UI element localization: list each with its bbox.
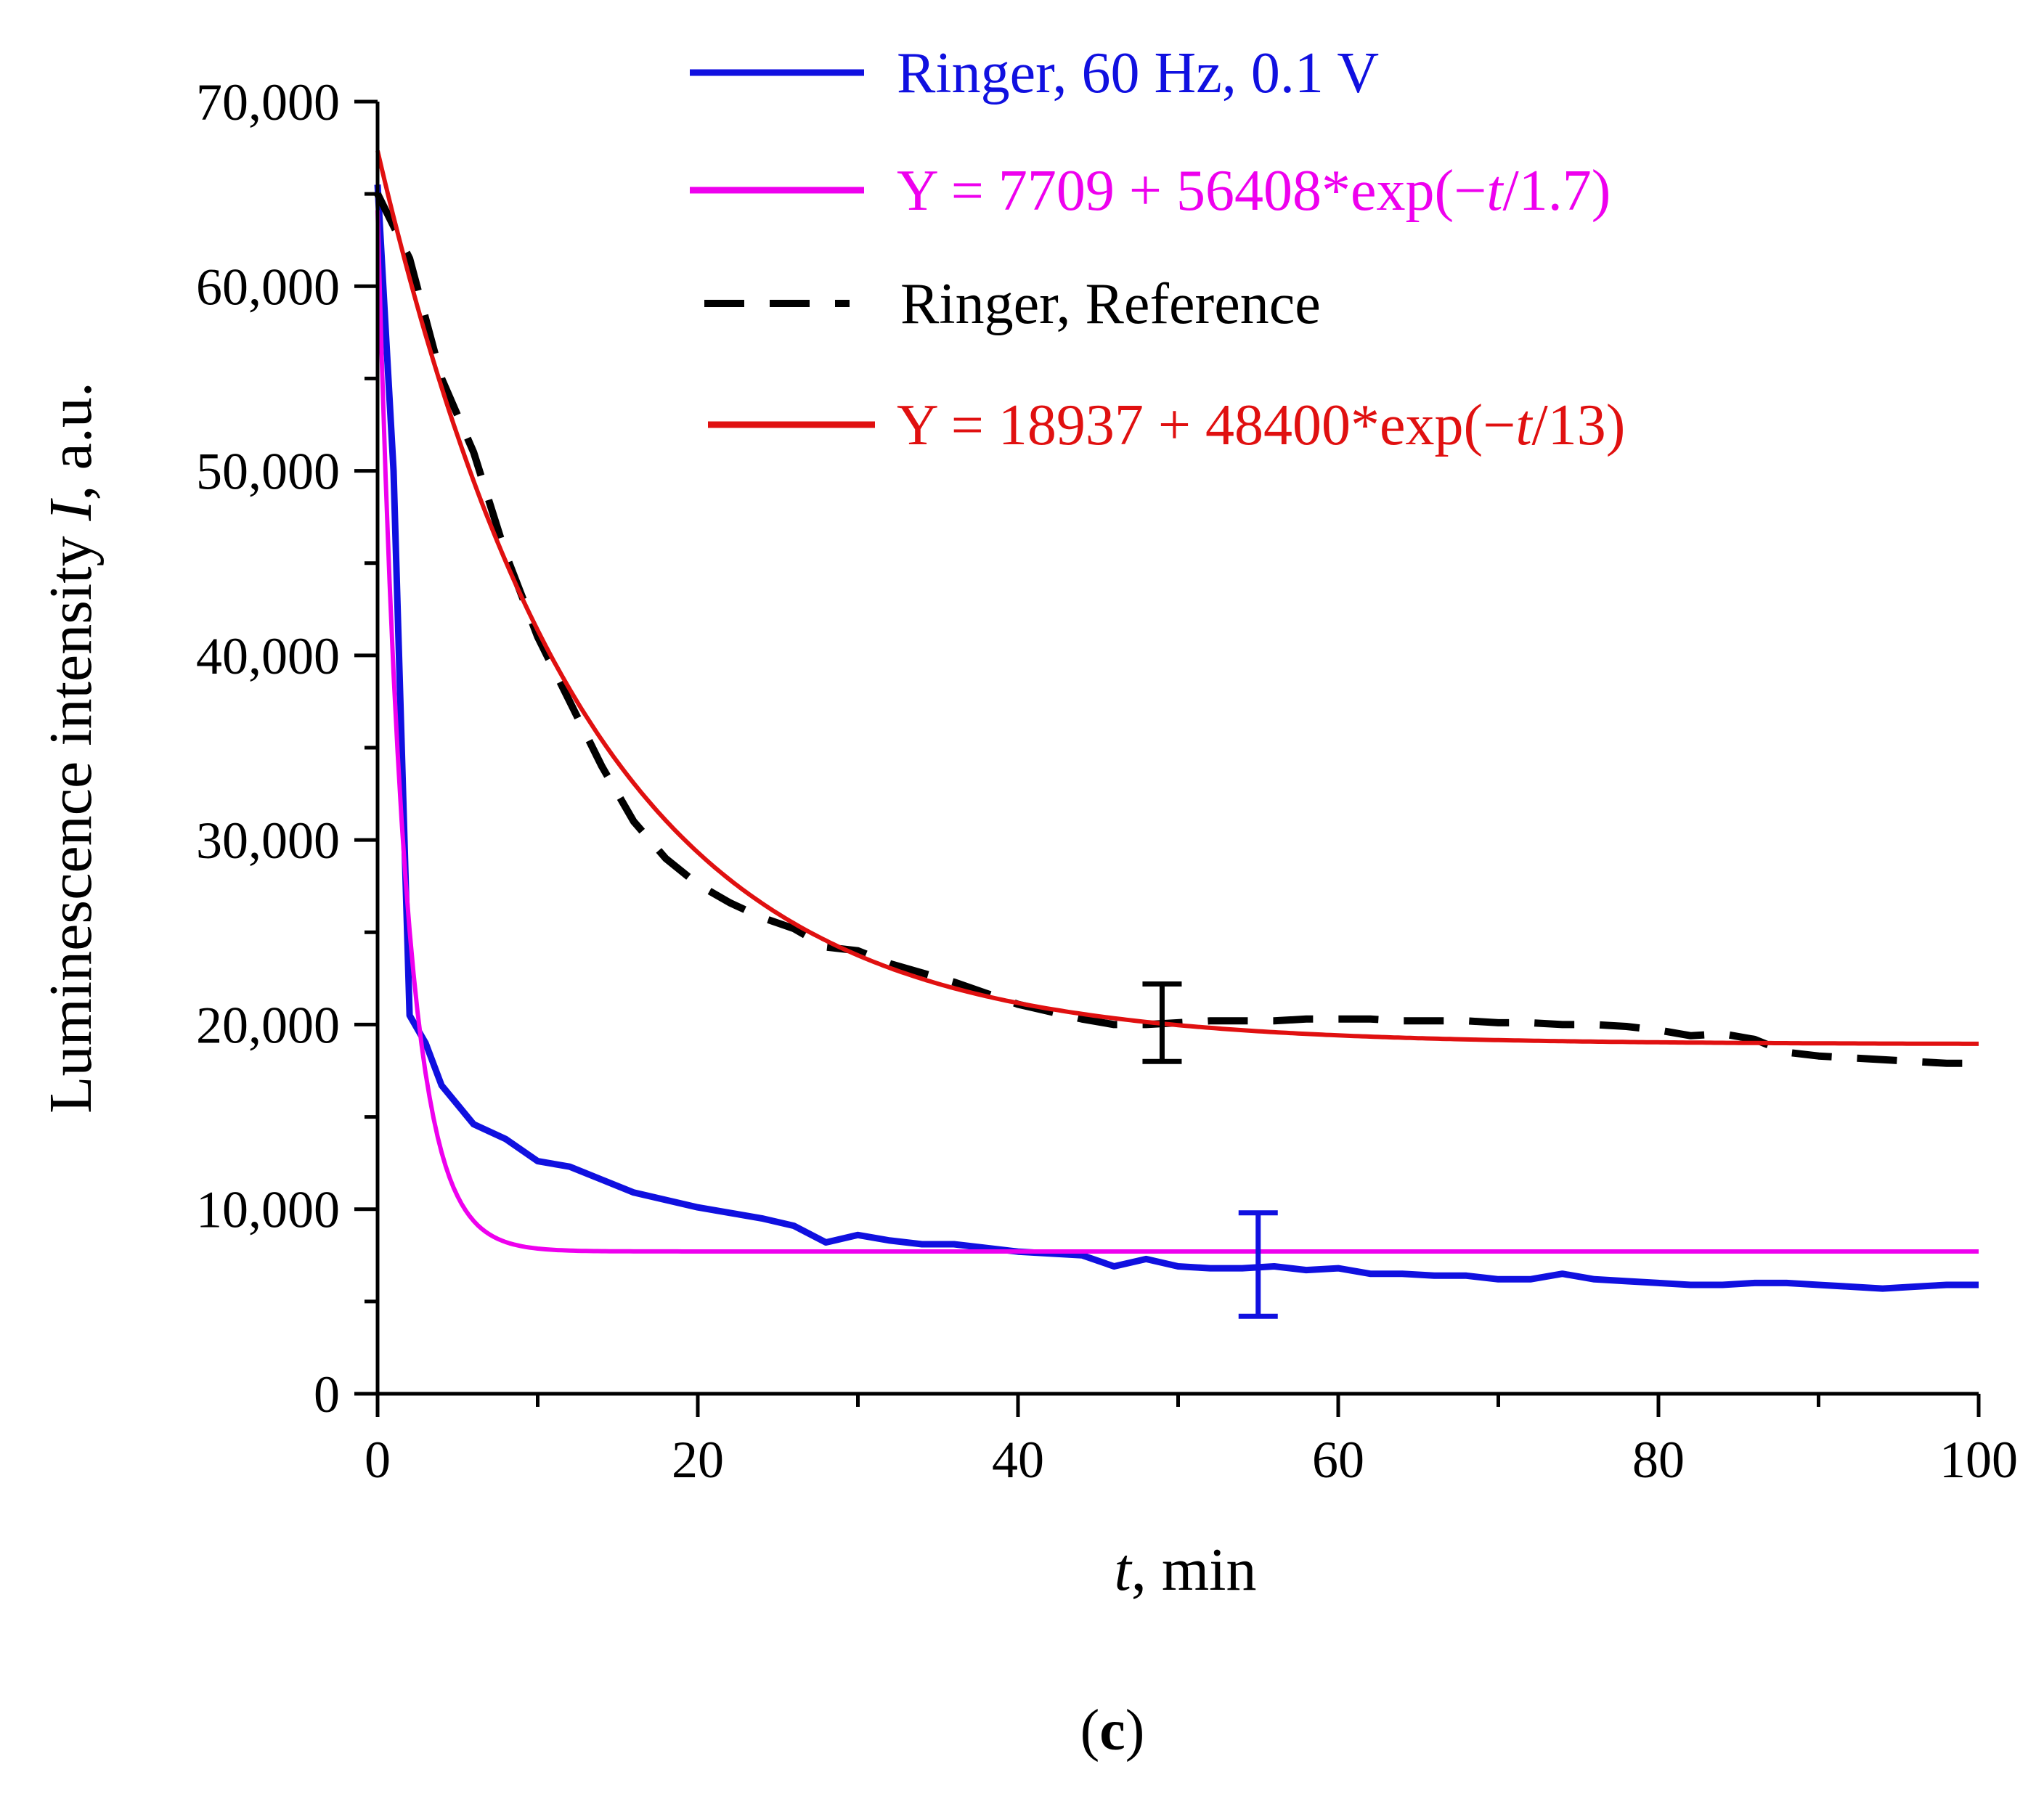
x-tick-label: 60 xyxy=(1312,1431,1364,1489)
legend-label-var: t xyxy=(1486,159,1504,223)
legend-label-var: t xyxy=(1515,393,1533,457)
legend-label-post: /1.7) xyxy=(1503,159,1611,223)
legend-label-post: /13) xyxy=(1532,393,1626,457)
y-tick-label: 50,000 xyxy=(196,443,340,501)
x-tick-label: 100 xyxy=(1939,1431,2018,1489)
y-tick-label: 10,000 xyxy=(196,1181,340,1239)
axes: 0 10,000 20,000 30,000 40,000 50,000 60,000 70,… xyxy=(196,73,2018,1489)
x-axis-title-rest: , min xyxy=(1131,1536,1257,1604)
series-line-1 xyxy=(375,210,1979,1254)
legend-label: Ringer, 60 Hz, 0.1 V xyxy=(897,41,1379,105)
legend-item-1: Y = 7709 + 56408*exp(−t/1.7) xyxy=(690,159,1611,223)
y-axis-title-text: Luminescence intensity xyxy=(37,520,105,1113)
x-tick-label: 20 xyxy=(672,1431,724,1489)
labels: t, min Luminescence intensity I, a.u. (c) xyxy=(37,382,1257,1763)
series-line-0 xyxy=(374,184,1979,1292)
legend-label: Ringer, Reference xyxy=(900,272,1321,336)
legend-label: Y = 18937 + 48400*exp(−t/13) xyxy=(897,393,1625,457)
y-axis-title: Luminescence intensity I, a.u. xyxy=(37,382,105,1114)
y-tick-label: 70,000 xyxy=(196,73,340,131)
y-tick-label: 30,000 xyxy=(196,812,340,870)
x-axis-title: t, min xyxy=(1114,1536,1256,1604)
legend-item-0: Ringer, 60 Hz, 0.1 V xyxy=(690,41,1379,105)
plot-area xyxy=(374,150,1979,1319)
y-tick-label: 40,000 xyxy=(196,627,340,685)
y-tick-label: 0 xyxy=(314,1365,340,1424)
series-line-2 xyxy=(374,192,1979,1067)
y-axis-title-var: I xyxy=(37,497,105,521)
y-axis-title-rest: , a.u. xyxy=(37,382,105,500)
legend: Ringer, 60 Hz, 0.1 V Y = 7709 + 56408*exp… xyxy=(690,41,1625,457)
series-line-3 xyxy=(375,150,1979,1046)
caption-letter: c xyxy=(1099,1699,1125,1763)
y-tick-label: 20,000 xyxy=(196,996,340,1054)
legend-label-pre: Y = 7709 + 56408*exp(− xyxy=(897,159,1486,223)
legend-item-3: Y = 18937 + 48400*exp(−t/13) xyxy=(708,393,1625,457)
x-tick-label: 80 xyxy=(1632,1431,1685,1489)
x-axis-title-var: t xyxy=(1114,1536,1133,1604)
figure-caption: (c) xyxy=(1080,1699,1145,1763)
legend-label-pre: Y = 18937 + 48400*exp(− xyxy=(897,393,1515,457)
legend-label: Y = 7709 + 56408*exp(−t/1.7) xyxy=(897,159,1611,223)
legend-item-2: Ringer, Reference xyxy=(704,272,1321,336)
y-tick-label: 60,000 xyxy=(196,258,340,316)
caption-close: ) xyxy=(1125,1699,1145,1763)
error-bar-0 xyxy=(1142,981,1182,1064)
error-bar-1 xyxy=(1238,1210,1278,1319)
x-tick-label: 40 xyxy=(992,1431,1044,1489)
x-tick-label: 0 xyxy=(365,1431,391,1489)
caption-open: ( xyxy=(1080,1699,1100,1763)
